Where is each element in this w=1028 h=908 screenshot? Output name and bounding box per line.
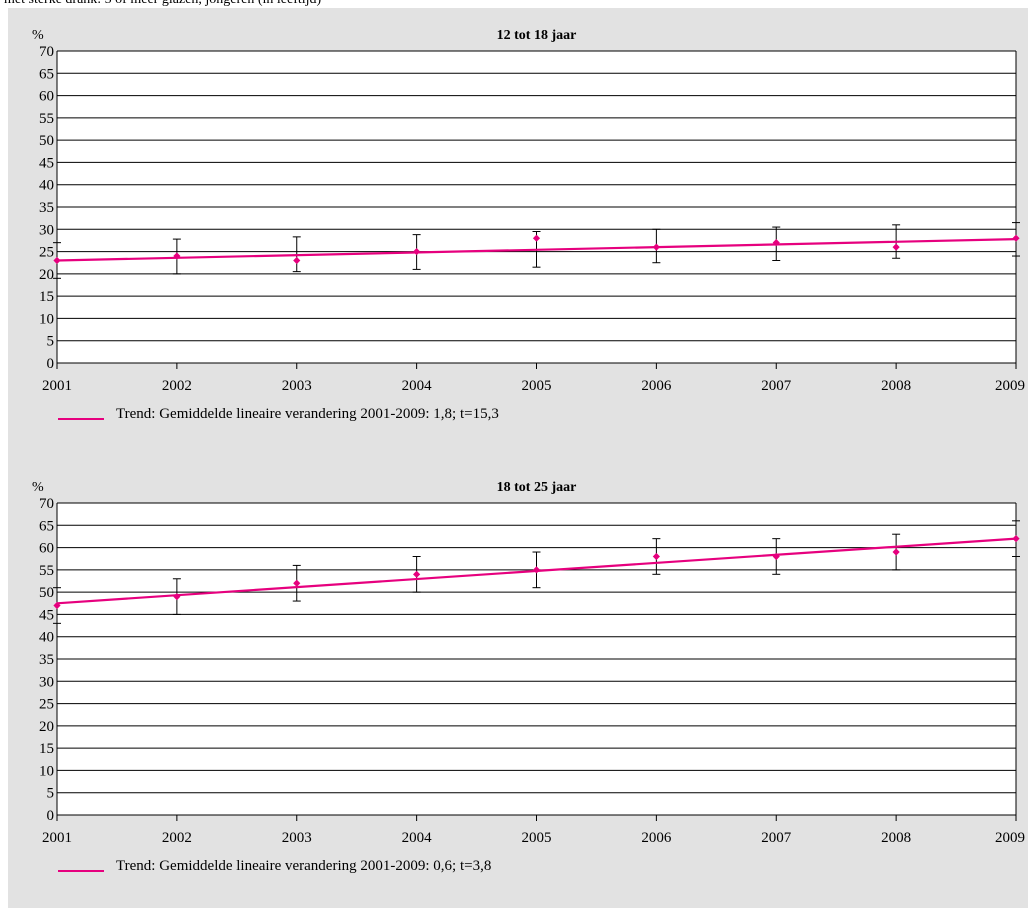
y-tick-label: 60 — [39, 541, 54, 557]
data-point — [53, 601, 61, 610]
y-tick-label: 15 — [39, 289, 54, 305]
data-point — [1012, 234, 1020, 242]
y-tick-label: 10 — [39, 311, 54, 327]
data-point — [892, 548, 900, 556]
data-point — [532, 234, 541, 242]
data-point — [293, 256, 301, 265]
x-tick-label: 2007 — [761, 378, 792, 394]
trend-line — [56, 237, 1017, 262]
y-tick-label: 30 — [39, 674, 54, 690]
x-tick-label: 2009 — [995, 830, 1025, 846]
x-tick-label: 2005 — [522, 378, 552, 394]
y-tick-label: 70 — [39, 496, 54, 512]
y-tick-label: 55 — [39, 563, 54, 579]
y-tick-label: 65 — [39, 66, 54, 82]
data-point — [652, 243, 660, 251]
y-tick-label: 50 — [39, 585, 54, 601]
y-tick-label: 45 — [39, 607, 54, 623]
y-tick-label: 35 — [39, 200, 54, 216]
data-point — [652, 552, 660, 561]
y-tick-label: 40 — [39, 178, 54, 194]
y-tick-label: 0 — [47, 808, 55, 824]
y-tick-label: 70 — [39, 44, 54, 60]
y-tick-label: 5 — [47, 334, 55, 350]
chart-title: 18 tot 25 jaar — [497, 480, 577, 495]
x-tick-label: 2008 — [881, 378, 911, 394]
x-tick-label: 2006 — [641, 378, 672, 394]
data-point — [413, 570, 421, 578]
legend-12-18: Trend: Gemiddelde lineaire verandering 2… — [58, 406, 499, 423]
x-tick-label: 2002 — [162, 378, 192, 394]
data-point — [53, 256, 61, 265]
x-tick-label: 2008 — [881, 830, 911, 846]
y-tick-label: 15 — [39, 741, 54, 757]
x-tick-label: 2002 — [162, 830, 192, 846]
y-tick-label: 25 — [39, 245, 54, 261]
y-tick-label: 40 — [39, 630, 54, 646]
x-tick-label: 2001 — [42, 830, 72, 846]
y-tick-label: 50 — [39, 133, 54, 149]
x-tick-label: 2003 — [282, 378, 312, 394]
data-point — [772, 552, 780, 561]
data-point — [293, 579, 301, 587]
legend-trend-label: Trend: Gemiddelde lineaire verandering 2… — [116, 858, 492, 874]
legend-trend-label: Trend: Gemiddelde lineaire verandering 2… — [116, 406, 499, 422]
x-tick-label: 2004 — [402, 830, 433, 846]
y-tick-label: 35 — [39, 652, 54, 668]
y-tick-label: 60 — [39, 89, 54, 105]
legend-18-25: Trend: Gemiddelde lineaire verandering 2… — [58, 858, 491, 875]
y-tick-label: 0 — [47, 356, 55, 372]
y-tick-label: 20 — [39, 719, 54, 735]
chart-18-25: 0 5 10 15 20 25 30 35 40 45 50 55 60 65 70 2001 2002 2003… — [32, 480, 1025, 846]
chart-title: 12 tot 18 jaar — [497, 28, 577, 43]
y-tick-label: 20 — [39, 267, 54, 283]
x-tick-label: 2006 — [641, 830, 672, 846]
y-tick-label: 10 — [39, 763, 54, 779]
x-tick-label: 2001 — [42, 378, 72, 394]
y-tick-label: 55 — [39, 111, 54, 127]
data-point — [892, 243, 900, 251]
figure-caption-fragment: met sterke drank: 5 of meer glazen, jong… — [4, 0, 321, 8]
y-tick-label: 5 — [47, 786, 55, 802]
y-tick-label: 45 — [39, 155, 54, 171]
x-tick-label: 2009 — [995, 378, 1025, 394]
y-tick-label: 65 — [39, 518, 54, 534]
y-tick-label: 25 — [39, 697, 54, 713]
data-point — [413, 247, 421, 256]
data-point — [772, 239, 780, 247]
chart-12-18: 0 5 10 15 20 25 30 35 40 45 50 55 60 65 70 2001 2002 2003… — [32, 28, 1025, 394]
legend-trend-swatch — [58, 417, 104, 420]
x-tick-label: 2003 — [282, 830, 312, 846]
x-tick-label: 2004 — [402, 378, 433, 394]
y-axis-unit: % — [32, 480, 44, 495]
y-tick-label: 30 — [39, 222, 54, 238]
y-axis-unit: % — [32, 28, 44, 43]
x-tick-label: 2007 — [761, 830, 792, 846]
x-tick-label: 2005 — [522, 830, 552, 846]
legend-trend-swatch — [58, 869, 104, 872]
